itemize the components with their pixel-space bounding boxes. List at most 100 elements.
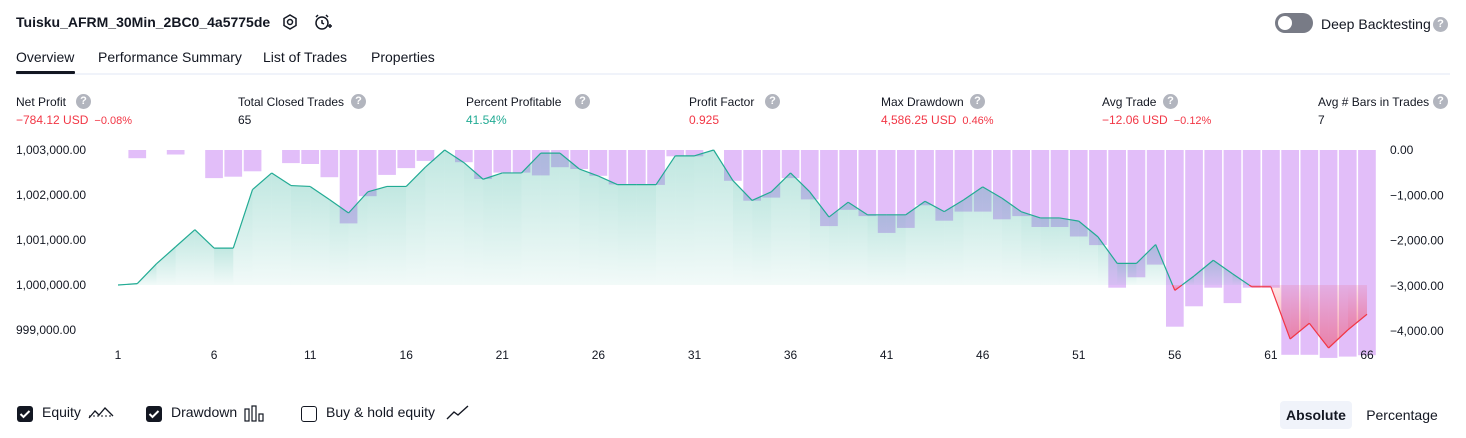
- equity-checkbox[interactable]: [17, 406, 33, 422]
- equity-area-segment: [983, 187, 1002, 285]
- tab-overview[interactable]: Overview: [16, 49, 74, 65]
- equity-area-segment: [329, 200, 348, 286]
- equity-area-segment: [195, 230, 214, 285]
- x-axis-tick: 41: [880, 348, 894, 362]
- equity-area-segment: [694, 150, 713, 285]
- settings-icon[interactable]: [280, 12, 300, 32]
- active-tab-indicator: [16, 71, 75, 74]
- equity-line-icon: [88, 404, 114, 427]
- info-icon[interactable]: ?: [1433, 94, 1448, 109]
- info-icon[interactable]: ?: [351, 94, 366, 109]
- percentage-button[interactable]: Percentage: [1360, 401, 1444, 429]
- left-axis-tick: 1,003,000.00: [16, 143, 86, 157]
- toggle-knob: [1278, 16, 1292, 30]
- drawdown-bar: [1012, 150, 1030, 216]
- tab-performance-summary[interactable]: Performance Summary: [98, 49, 242, 65]
- equity-area-segment: [1040, 218, 1059, 285]
- x-axis-tick: 51: [1072, 348, 1086, 362]
- left-axis-tick: 1,002,000.00: [16, 188, 86, 202]
- tab-list-of-trades[interactable]: List of Trades: [263, 49, 347, 65]
- drawdown-bar: [397, 150, 415, 168]
- equity-area-segment: [887, 215, 906, 285]
- metric-value-main: 7: [1318, 113, 1325, 127]
- x-axis-tick: 46: [976, 348, 990, 362]
- metric-value: 65: [238, 113, 251, 127]
- drawdown-bar: [301, 150, 319, 164]
- right-axis-tick: −3,000.00: [1390, 279, 1444, 293]
- metric-value-main: −784.12 USD: [16, 113, 88, 127]
- equity-area-segment: [906, 201, 925, 285]
- drawdown-bar: [244, 150, 262, 171]
- equity-area-segment: [944, 200, 963, 285]
- buy-hold-checkbox[interactable]: [301, 406, 317, 422]
- drawdown-bar: [1089, 150, 1107, 245]
- info-icon[interactable]: ?: [575, 94, 590, 109]
- x-axis-tick: 26: [592, 348, 606, 362]
- equity-area-segment: [464, 163, 483, 285]
- drawdown-bar: [743, 150, 761, 201]
- info-icon[interactable]: ?: [76, 94, 91, 109]
- help-icon[interactable]: ?: [1433, 17, 1448, 32]
- left-axis: 1,003,000.001,002,000.001,001,000.001,00…: [16, 143, 86, 337]
- equity-area-segment: [233, 190, 252, 285]
- equity-area-segment: [445, 150, 464, 285]
- metric-value: 4,586.25 USD 0.46%: [881, 113, 994, 127]
- equity-area-segment: [156, 247, 175, 285]
- right-axis-tick: −2,000.00: [1390, 234, 1444, 248]
- drawdown-bar: [859, 150, 877, 216]
- add-alert-icon[interactable]: [313, 12, 333, 32]
- drawdown-bar: [224, 150, 242, 177]
- metric-value-main: 4,586.25 USD: [881, 113, 956, 127]
- metric-value: −784.12 USD −0.08%: [16, 113, 132, 127]
- metric-value-main: −12.06 USD: [1102, 113, 1168, 127]
- x-axis-tick: 56: [1168, 348, 1182, 362]
- left-axis-tick: 1,000,000.00: [16, 278, 86, 292]
- equity-area-segment: [406, 167, 425, 285]
- x-axis-tick: 6: [211, 348, 218, 362]
- drawdown-bar: [417, 150, 435, 161]
- x-axis-tick: 31: [688, 348, 702, 362]
- metric-value-percent: −0.12%: [1174, 115, 1212, 127]
- equity-area-segment: [1117, 263, 1136, 285]
- buy-hold-legend-label: Buy & hold equity: [326, 404, 435, 420]
- metric-label: Net Profit: [16, 95, 66, 109]
- tabs-divider: [16, 73, 1450, 75]
- drawdown-checkbox[interactable]: [146, 406, 162, 422]
- equity-area-segment: [291, 186, 310, 285]
- strategy-title: Tuisku_AFRM_30Min_2BC0_4a5775de: [16, 14, 270, 30]
- equity-area-segment: [387, 186, 406, 285]
- equity-area-segment: [522, 153, 541, 285]
- info-icon[interactable]: ?: [1163, 94, 1178, 109]
- equity-area-segment: [560, 153, 579, 285]
- equity-area-segment: [1021, 212, 1040, 285]
- equity-drawdown-chart: 1,003,000.001,002,000.001,001,000.001,00…: [0, 140, 1466, 375]
- metric-value-main: 65: [238, 113, 251, 127]
- drawdown-bar: [1262, 150, 1280, 288]
- deep-backtesting-toggle[interactable]: [1275, 13, 1313, 33]
- equity-area-segment: [483, 173, 502, 285]
- drawdown-bar: [321, 150, 339, 177]
- x-axis: 1 6 11 16 21 26 31 36 41 46 51 56 61 66: [115, 348, 1374, 362]
- info-icon[interactable]: ?: [970, 94, 985, 109]
- drawdown-bar: [628, 150, 646, 185]
- equity-area-segment: [598, 176, 617, 285]
- equity-legend-label: Equity: [42, 404, 81, 420]
- metric-label: Percent Profitable: [466, 95, 561, 109]
- equity-area-segment: [618, 185, 637, 285]
- right-axis-tick: −4,000.00: [1390, 324, 1444, 338]
- absolute-button[interactable]: Absolute: [1280, 401, 1352, 429]
- equity-area-segment: [867, 215, 886, 285]
- drawdown-bar: [590, 150, 608, 176]
- right-axis-tick: 0.00: [1390, 143, 1414, 157]
- drawdown-legend-label: Drawdown: [171, 404, 237, 420]
- drawdown-bar: [1243, 150, 1261, 288]
- drawdown-bar: [167, 150, 185, 155]
- info-icon[interactable]: ?: [765, 94, 780, 109]
- metric-label: Profit Factor: [689, 95, 754, 109]
- drawdown-bar: [1358, 150, 1376, 355]
- drawdown-bar: [916, 150, 934, 205]
- metric-label: Total Closed Trades: [238, 95, 344, 109]
- tab-properties[interactable]: Properties: [371, 49, 435, 65]
- x-axis-tick: 36: [784, 348, 798, 362]
- drawdown-bar: [128, 150, 146, 158]
